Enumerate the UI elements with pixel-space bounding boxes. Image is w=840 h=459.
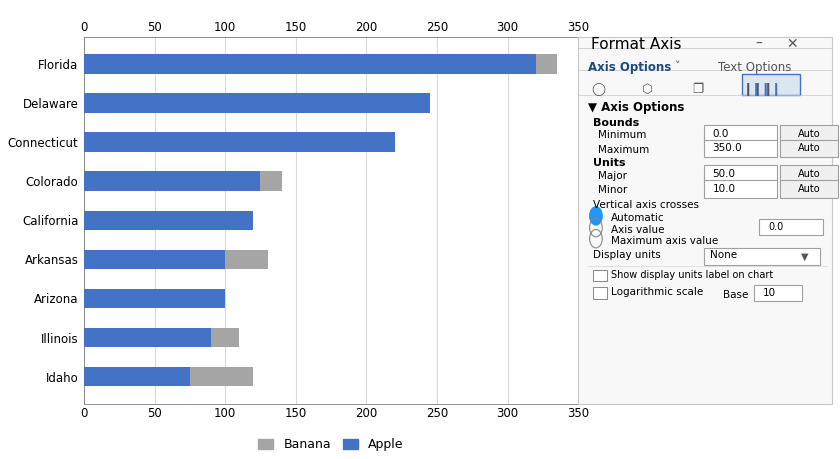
Text: ❙❙❙: ❙❙❙ (743, 83, 774, 95)
Text: Logarithmic scale: Logarithmic scale (612, 287, 703, 297)
Text: Text Options: Text Options (717, 61, 791, 73)
FancyBboxPatch shape (754, 285, 802, 302)
Text: None: None (710, 250, 737, 260)
Bar (84, 289, 225, 308)
Text: Axis Options: Axis Options (588, 61, 671, 73)
Text: Auto: Auto (797, 184, 820, 194)
FancyBboxPatch shape (578, 37, 832, 404)
Bar (260, 172, 281, 191)
Text: ❐: ❐ (692, 83, 703, 95)
Bar (536, 54, 557, 74)
Bar (84, 328, 211, 347)
FancyBboxPatch shape (593, 287, 606, 299)
Bar (84, 133, 395, 152)
FancyBboxPatch shape (780, 140, 838, 157)
Text: Display units: Display units (593, 250, 661, 260)
Text: 0.0: 0.0 (712, 129, 729, 139)
FancyBboxPatch shape (759, 219, 822, 235)
Text: Minimum: Minimum (598, 130, 647, 140)
Text: –: – (755, 37, 763, 51)
Text: Major: Major (598, 171, 627, 181)
Bar (84, 172, 260, 191)
Text: ✕: ✕ (786, 37, 798, 51)
FancyBboxPatch shape (780, 180, 838, 197)
FancyBboxPatch shape (704, 140, 777, 157)
Text: 10: 10 (764, 288, 776, 298)
Text: Show display units label on chart: Show display units label on chart (612, 270, 774, 280)
Text: Auto: Auto (797, 129, 820, 139)
FancyBboxPatch shape (704, 180, 777, 197)
Text: 350.0: 350.0 (712, 143, 742, 153)
Bar (84, 93, 430, 113)
Text: Auto: Auto (797, 143, 820, 153)
Text: 0.0: 0.0 (769, 222, 784, 232)
Text: ⬡: ⬡ (642, 83, 653, 95)
Text: Auto: Auto (797, 169, 820, 179)
Text: Base: Base (722, 290, 748, 300)
Text: ˅: ˅ (675, 61, 680, 71)
Text: Bounds: Bounds (593, 118, 639, 128)
Title: Chart Title: Chart Title (284, 0, 378, 2)
Text: ◯: ◯ (591, 83, 605, 95)
FancyBboxPatch shape (704, 165, 777, 183)
FancyBboxPatch shape (780, 165, 838, 183)
Text: ▼: ▼ (801, 252, 809, 262)
Text: Vertical axis crosses: Vertical axis crosses (593, 200, 700, 210)
Text: ❙❙❙: ❙❙❙ (750, 83, 782, 95)
Text: Minor: Minor (598, 185, 627, 196)
Text: Units: Units (593, 158, 626, 168)
FancyBboxPatch shape (704, 125, 777, 142)
FancyBboxPatch shape (780, 125, 838, 142)
FancyBboxPatch shape (704, 248, 820, 265)
Text: 50.0: 50.0 (712, 169, 736, 179)
Bar (84, 367, 190, 386)
Text: Format Axis: Format Axis (591, 37, 681, 52)
Circle shape (590, 207, 602, 225)
Text: Maximum: Maximum (598, 145, 649, 155)
FancyBboxPatch shape (742, 74, 800, 95)
Text: 10.0: 10.0 (712, 184, 736, 194)
Bar (84, 250, 225, 269)
Text: Axis value: Axis value (612, 225, 664, 235)
Bar (190, 367, 254, 386)
Text: ▼ Axis Options: ▼ Axis Options (588, 101, 685, 114)
Bar (211, 328, 239, 347)
Text: Maximum axis value: Maximum axis value (612, 236, 718, 246)
Legend: Banana, Apple: Banana, Apple (254, 433, 409, 456)
Bar (225, 250, 268, 269)
Bar (84, 211, 254, 230)
FancyBboxPatch shape (593, 269, 606, 281)
Text: Automatic: Automatic (612, 213, 664, 223)
Bar (84, 54, 536, 74)
